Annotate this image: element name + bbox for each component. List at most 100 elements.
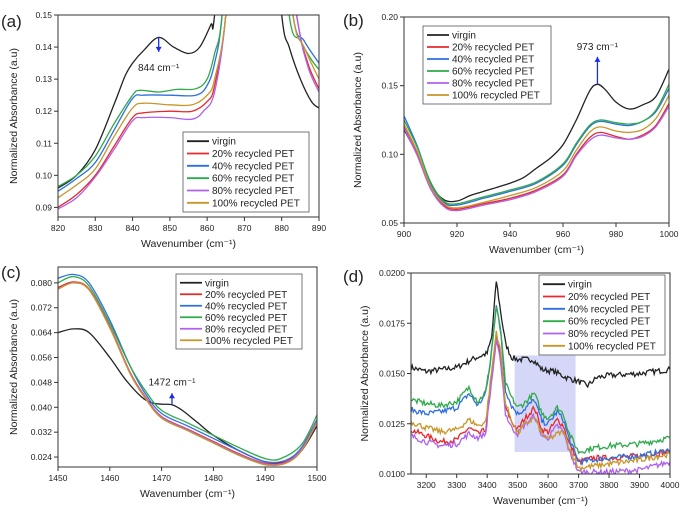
plot-frame bbox=[57, 14, 320, 218]
legend-label: 40% recycled PET bbox=[205, 301, 287, 312]
series-line-virgin bbox=[411, 281, 670, 389]
y-tick-label: 0.0100 bbox=[379, 469, 405, 479]
legend-box bbox=[538, 274, 666, 356]
y-tick-label: 0.10 bbox=[381, 149, 398, 159]
chart-panel-1: (a) 820 830 840 850 860 870 880 890 0.09 0.10 0.11 0… bbox=[1, 10, 326, 250]
x-tick-label: 1470 bbox=[152, 473, 171, 483]
legend-label: 20% recycled PET bbox=[212, 149, 294, 160]
x-axis-label: Wavenumber (cm⁻¹) bbox=[489, 244, 584, 256]
x-tick-label: 900 bbox=[397, 229, 411, 239]
x-tick-label: 3700 bbox=[569, 480, 588, 490]
x-tick-label: 820 bbox=[51, 223, 65, 233]
x-tick-label: 830 bbox=[88, 223, 102, 233]
chart-panel-2: (b) 900 920 940 960 980 1000 0.05 0.10 0.15 0.20 Wa… bbox=[343, 11, 679, 256]
legend-label: 100% recycled PET bbox=[205, 336, 293, 347]
y-tick-label: 0.12 bbox=[35, 106, 52, 116]
x-tick-label: 960 bbox=[556, 229, 570, 239]
y-tick-label: 0.0150 bbox=[379, 369, 405, 379]
arrow-head-icon bbox=[168, 393, 175, 399]
series-group bbox=[411, 281, 670, 474]
panel-label: (a) bbox=[1, 12, 22, 31]
y-axis-label: Normalized Absorbance (a.u) bbox=[359, 306, 371, 442]
series-line-40-recycled-pet bbox=[58, 273, 317, 464]
legend-label: 60% recycled PET bbox=[205, 313, 287, 324]
legend-box bbox=[422, 25, 552, 105]
x-tick-label: 3600 bbox=[539, 480, 558, 490]
series-line-virgin bbox=[58, 15, 319, 189]
y-tick-label: 0.10 bbox=[35, 170, 52, 180]
annotation-label: 1472 cm⁻¹ bbox=[148, 377, 196, 388]
y-tick-label: 0.072 bbox=[31, 303, 53, 313]
legend-label: 20% recycled PET bbox=[452, 43, 534, 54]
annotation-label: 973 cm⁻¹ bbox=[577, 42, 619, 53]
x-tick-label: 1000 bbox=[660, 229, 679, 239]
series-line-80-recycled-pet bbox=[58, 15, 319, 210]
y-tick-label: 0.14 bbox=[35, 42, 52, 52]
y-tick-label: 0.040 bbox=[31, 402, 53, 412]
x-tick-label: 3400 bbox=[478, 480, 497, 490]
series-line-60-recycled-pet bbox=[411, 306, 670, 455]
y-tick-label: 0.20 bbox=[381, 12, 398, 22]
x-tick-label: 940 bbox=[503, 229, 517, 239]
y-tick-label: 0.05 bbox=[381, 218, 398, 228]
x-tick-label: 840 bbox=[125, 223, 139, 233]
y-axis-label: Normalized Absorbance (a.u) bbox=[352, 52, 364, 188]
x-tick-label: 4000 bbox=[661, 480, 680, 490]
plot-frame bbox=[57, 266, 318, 468]
series-line-40-recycled-pet bbox=[404, 88, 669, 207]
x-axis-label: Wavenumber (cm⁻¹) bbox=[140, 488, 235, 500]
x-axis-label: Wavenumber (cm⁻¹) bbox=[141, 238, 236, 250]
y-axis-label: Normalized Absorbance (a.u) bbox=[8, 48, 20, 184]
y-tick-label: 0.048 bbox=[31, 377, 53, 387]
series-line-40-recycled-pet bbox=[58, 15, 319, 192]
legend-label: virgin bbox=[212, 137, 236, 148]
x-tick-label: 3200 bbox=[417, 480, 436, 490]
legend-label: virgin bbox=[568, 280, 592, 291]
panel-label: (c) bbox=[1, 263, 21, 282]
series-line-20-recycled-pet bbox=[404, 103, 669, 210]
panel-label: (d) bbox=[343, 267, 364, 286]
x-tick-label: 880 bbox=[275, 223, 289, 233]
x-tick-label: 850 bbox=[163, 223, 177, 233]
x-tick-label: 890 bbox=[312, 223, 326, 233]
series-line-100-recycled-pet bbox=[58, 282, 317, 467]
series-line-60-recycled-pet bbox=[404, 84, 669, 205]
plot-frame bbox=[403, 16, 670, 224]
x-tick-label: 1450 bbox=[49, 473, 68, 483]
chart-panel-3: (c) 1450 1460 1470 1480 1490 1500 0.024 0.032 0.0… bbox=[1, 263, 327, 500]
series-line-virgin bbox=[404, 68, 669, 203]
legend-label: 80% recycled PET bbox=[452, 79, 534, 90]
series-line-60-recycled-pet bbox=[58, 15, 319, 188]
y-tick-label: 0.13 bbox=[35, 74, 52, 84]
y-tick-label: 0.064 bbox=[31, 328, 53, 338]
y-tick-label: 0.0175 bbox=[379, 318, 405, 328]
legend-box bbox=[182, 131, 310, 213]
y-axis-label: Normalized Absorbance (a.u) bbox=[8, 299, 20, 435]
x-tick-label: 860 bbox=[200, 223, 214, 233]
x-tick-label: 870 bbox=[237, 223, 251, 233]
legend-label: 20% recycled PET bbox=[205, 290, 287, 301]
series-line-80-recycled-pet bbox=[411, 338, 670, 474]
y-tick-label: 0.080 bbox=[31, 278, 53, 288]
y-tick-label: 0.11 bbox=[36, 138, 52, 148]
legend-label: 100% recycled PET bbox=[568, 341, 656, 352]
x-axis-label: Wavenumber (cm⁻¹) bbox=[493, 495, 588, 507]
series-line-60-recycled-pet bbox=[58, 275, 317, 461]
legend-label: 60% recycled PET bbox=[212, 174, 294, 185]
legend-label: 100% recycled PET bbox=[212, 198, 300, 209]
legend-box bbox=[175, 273, 303, 350]
x-tick-label: 980 bbox=[609, 229, 623, 239]
series-line-80-recycled-pet bbox=[404, 105, 669, 212]
x-tick-label: 1480 bbox=[204, 473, 223, 483]
chart-panel-4: (d) 3200 3300 3400 3500 3600 3700 3800 3900 4000 0… bbox=[343, 267, 680, 507]
y-tick-label: 0.15 bbox=[35, 10, 52, 20]
y-tick-label: 0.024 bbox=[31, 452, 53, 462]
x-tick-label: 1460 bbox=[100, 473, 119, 483]
y-tick-label: 0.0125 bbox=[379, 419, 405, 429]
legend-label: 60% recycled PET bbox=[452, 67, 534, 78]
annotation-label: 844 cm⁻¹ bbox=[138, 63, 180, 74]
